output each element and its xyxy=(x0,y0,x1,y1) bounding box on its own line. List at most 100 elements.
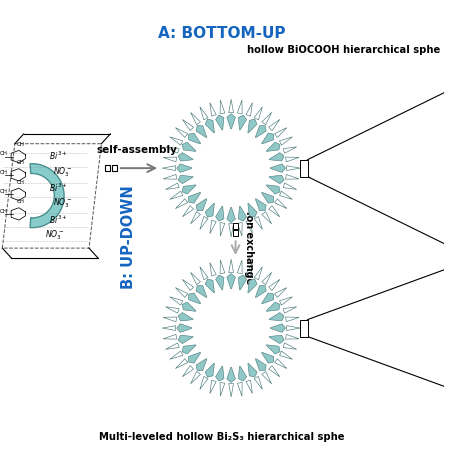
Polygon shape xyxy=(254,267,263,280)
Polygon shape xyxy=(254,107,263,120)
Polygon shape xyxy=(237,383,242,396)
Polygon shape xyxy=(283,343,297,349)
Polygon shape xyxy=(216,365,224,381)
Bar xyxy=(233,230,238,236)
Polygon shape xyxy=(196,285,207,298)
Polygon shape xyxy=(262,273,272,284)
Polygon shape xyxy=(220,223,225,236)
Polygon shape xyxy=(280,191,292,200)
Polygon shape xyxy=(191,273,201,284)
Polygon shape xyxy=(269,279,280,291)
Polygon shape xyxy=(274,128,287,137)
Polygon shape xyxy=(269,324,285,332)
Polygon shape xyxy=(189,352,201,363)
Polygon shape xyxy=(216,115,224,131)
Polygon shape xyxy=(255,198,266,210)
Polygon shape xyxy=(200,217,208,229)
Polygon shape xyxy=(165,147,179,153)
Polygon shape xyxy=(269,119,280,131)
Text: self-assembly: self-assembly xyxy=(97,145,178,155)
Polygon shape xyxy=(189,192,201,203)
Text: ion exchange: ion exchange xyxy=(244,211,254,285)
Polygon shape xyxy=(248,202,257,217)
Polygon shape xyxy=(178,312,194,321)
Polygon shape xyxy=(269,164,285,173)
Polygon shape xyxy=(238,275,246,291)
Polygon shape xyxy=(246,263,252,276)
Text: OH: OH xyxy=(17,142,25,147)
Polygon shape xyxy=(254,217,263,229)
Bar xyxy=(300,160,308,177)
Polygon shape xyxy=(227,273,236,290)
Text: $Bi^{3+}$: $Bi^{3+}$ xyxy=(49,182,67,194)
Polygon shape xyxy=(30,164,64,228)
Polygon shape xyxy=(268,175,284,183)
Polygon shape xyxy=(269,206,280,217)
Text: OH: OH xyxy=(17,199,25,204)
Polygon shape xyxy=(182,142,197,152)
Polygon shape xyxy=(280,137,292,145)
Polygon shape xyxy=(227,206,236,223)
Text: B: UP-DOWN: B: UP-DOWN xyxy=(121,185,137,289)
Polygon shape xyxy=(216,275,224,291)
Polygon shape xyxy=(220,260,225,273)
Polygon shape xyxy=(265,302,280,311)
Polygon shape xyxy=(261,192,273,203)
Polygon shape xyxy=(178,153,194,161)
Polygon shape xyxy=(248,363,257,377)
Polygon shape xyxy=(255,358,266,371)
Text: $NO_3^-$: $NO_3^-$ xyxy=(53,166,72,179)
Polygon shape xyxy=(182,119,193,131)
Polygon shape xyxy=(255,126,266,138)
Polygon shape xyxy=(283,307,297,313)
Text: OH: OH xyxy=(0,189,8,194)
Polygon shape xyxy=(170,137,183,145)
Polygon shape xyxy=(246,220,252,234)
Polygon shape xyxy=(189,133,201,144)
Polygon shape xyxy=(287,166,300,171)
Polygon shape xyxy=(165,343,179,349)
Text: $NO_3^-$: $NO_3^-$ xyxy=(45,229,64,242)
Polygon shape xyxy=(229,99,234,113)
Text: $Bi^{3+}$: $Bi^{3+}$ xyxy=(49,214,67,226)
Polygon shape xyxy=(262,112,272,125)
Polygon shape xyxy=(248,279,257,293)
Text: OH: OH xyxy=(0,151,8,156)
Polygon shape xyxy=(162,326,176,330)
Polygon shape xyxy=(175,288,188,297)
Circle shape xyxy=(193,290,269,366)
Polygon shape xyxy=(268,335,284,344)
Bar xyxy=(233,223,238,228)
Polygon shape xyxy=(268,312,284,321)
Polygon shape xyxy=(237,260,242,273)
Polygon shape xyxy=(285,334,299,339)
Polygon shape xyxy=(220,100,225,114)
Polygon shape xyxy=(210,380,216,393)
Text: A: BOTTOM-UP: A: BOTTOM-UP xyxy=(158,26,286,41)
Polygon shape xyxy=(170,351,183,359)
Polygon shape xyxy=(246,103,252,116)
Polygon shape xyxy=(191,372,201,384)
Polygon shape xyxy=(287,326,300,330)
Polygon shape xyxy=(280,297,292,305)
Polygon shape xyxy=(205,363,215,377)
Polygon shape xyxy=(210,220,216,234)
Text: $NO_3^-$: $NO_3^-$ xyxy=(53,197,72,210)
Polygon shape xyxy=(237,100,242,114)
Polygon shape xyxy=(200,267,208,280)
Polygon shape xyxy=(196,358,207,371)
Polygon shape xyxy=(261,352,273,363)
Polygon shape xyxy=(268,153,284,161)
Polygon shape xyxy=(170,297,183,305)
Polygon shape xyxy=(196,126,207,138)
Polygon shape xyxy=(205,202,215,217)
Polygon shape xyxy=(200,107,208,120)
Polygon shape xyxy=(205,279,215,293)
Text: OH: OH xyxy=(17,160,25,165)
Polygon shape xyxy=(175,128,188,137)
Polygon shape xyxy=(265,142,280,152)
Polygon shape xyxy=(163,157,177,162)
Polygon shape xyxy=(238,205,246,221)
Polygon shape xyxy=(248,119,257,134)
Polygon shape xyxy=(165,307,179,313)
